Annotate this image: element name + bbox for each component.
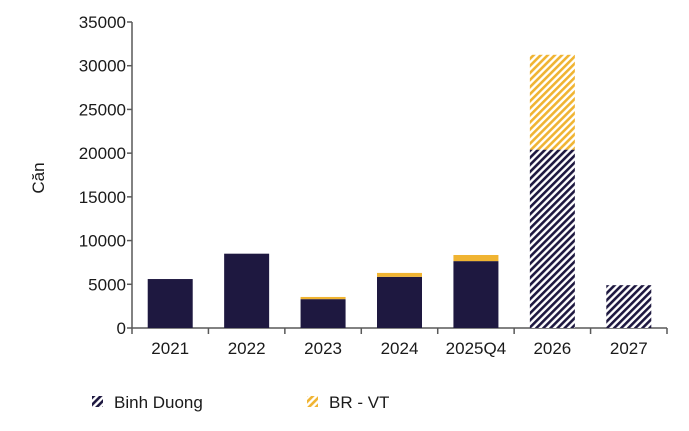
bar-br-vt-2026 — [529, 54, 575, 150]
bar-br-vt-2024 — [377, 272, 422, 277]
x-tick-label: 2024 — [381, 339, 419, 358]
x-tick-label: 2025Q4 — [446, 339, 507, 358]
legend-label: Binh Duong — [114, 393, 203, 412]
bar-binh-duong-2021 — [147, 279, 193, 328]
y-tick-label: 25000 — [79, 100, 126, 119]
bar-br-vt-2025Q4 — [453, 254, 499, 262]
bar-binh-duong-2027 — [606, 285, 652, 328]
y-tick-label: 15000 — [79, 188, 126, 207]
bar-binh-duong-2026 — [529, 149, 575, 328]
bar-binh-duong-2022 — [224, 253, 270, 328]
legend-swatch-1 — [307, 396, 318, 407]
x-tick-label: 2027 — [610, 339, 648, 358]
y-tick-label: 20000 — [79, 144, 126, 163]
bar-binh-duong-2023 — [300, 299, 346, 328]
bar-br-vt-2023 — [300, 296, 346, 300]
y-tick-label: 5000 — [88, 275, 126, 294]
y-tick-label: 30000 — [79, 57, 126, 76]
x-tick-label: 2026 — [533, 339, 571, 358]
legend-swatch-0 — [92, 396, 103, 407]
bar-binh-duong-2024 — [377, 276, 422, 328]
y-tick-label: 10000 — [79, 232, 126, 251]
x-tick-label: 2022 — [228, 339, 266, 358]
x-tick-label: 2023 — [304, 339, 342, 358]
y-tick-label: 0 — [117, 319, 126, 338]
bar-binh-duong-2025Q4 — [453, 261, 499, 328]
y-tick-label: 35000 — [79, 13, 126, 32]
x-tick-label: 2021 — [151, 339, 189, 358]
y-axis-label: Căn — [29, 162, 48, 193]
legend-label: BR - VT — [329, 393, 389, 412]
